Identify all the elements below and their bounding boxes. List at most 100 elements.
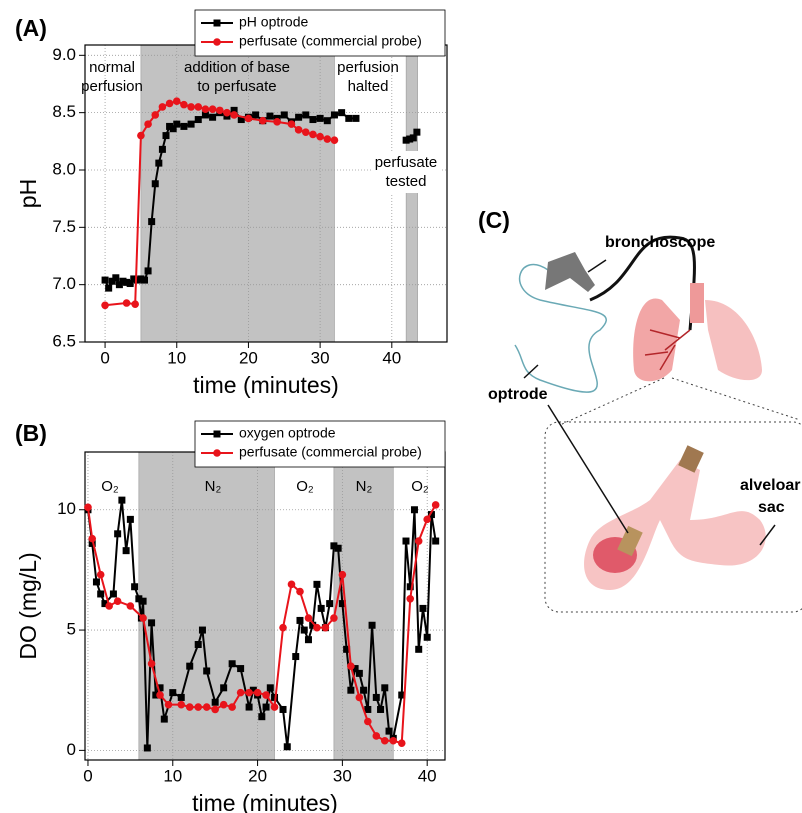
marker — [279, 623, 287, 632]
marker — [279, 705, 287, 713]
marker — [258, 116, 267, 125]
marker — [432, 537, 440, 545]
marker — [294, 126, 303, 134]
marker — [423, 633, 431, 641]
marker — [169, 689, 177, 697]
lung-right — [705, 300, 762, 381]
y-tick-label: 10 — [57, 499, 76, 518]
x-tick-label: 40 — [382, 348, 401, 367]
marker — [309, 130, 317, 139]
x-tick-label: 30 — [311, 348, 330, 367]
marker — [187, 103, 195, 111]
marker — [96, 570, 105, 579]
marker — [287, 120, 296, 128]
marker — [345, 114, 353, 122]
x-tick-label: 0 — [100, 348, 109, 367]
marker — [140, 276, 148, 284]
annotation: perfusion — [337, 59, 399, 76]
marker — [144, 267, 152, 275]
marker — [385, 727, 393, 735]
trachea — [690, 283, 704, 323]
marker — [156, 691, 164, 699]
marker — [139, 614, 147, 622]
marker — [295, 113, 303, 121]
panel-label: (C) — [478, 207, 510, 233]
marker — [187, 120, 195, 128]
marker — [317, 604, 325, 612]
inset-optrode — [678, 445, 704, 473]
legend-marker — [213, 38, 221, 46]
marker — [122, 299, 131, 307]
marker — [126, 280, 134, 288]
annotation: normal — [89, 59, 135, 76]
label-sac: sac — [758, 499, 785, 516]
marker — [397, 739, 406, 747]
marker — [368, 621, 376, 629]
marker — [202, 703, 211, 711]
marker — [113, 597, 122, 605]
marker — [194, 103, 203, 111]
marker — [185, 703, 194, 711]
marker — [262, 691, 270, 699]
marker — [137, 275, 145, 283]
lung-left — [633, 298, 680, 382]
marker — [323, 117, 331, 125]
y-axis-title: pH — [15, 179, 41, 208]
marker — [112, 274, 120, 282]
marker — [343, 645, 351, 653]
marker — [211, 705, 219, 714]
marker — [186, 662, 194, 670]
marker — [201, 105, 210, 114]
marker — [323, 135, 332, 143]
marker — [249, 686, 257, 694]
marker — [406, 594, 415, 603]
marker — [338, 109, 346, 117]
marker — [119, 277, 127, 285]
marker — [283, 743, 291, 751]
y-tick-label: 6.5 — [52, 331, 76, 350]
marker — [105, 284, 113, 292]
y-tick-label: 8.0 — [52, 159, 76, 178]
marker — [92, 578, 100, 586]
legend-box — [194, 420, 446, 468]
marker — [122, 547, 130, 555]
marker — [280, 111, 288, 119]
marker — [169, 125, 177, 133]
marker — [316, 114, 324, 122]
marker — [364, 705, 372, 713]
marker — [172, 97, 181, 105]
marker — [118, 496, 126, 504]
label-sac: alveloar — [740, 477, 800, 494]
marker — [409, 134, 417, 142]
marker — [237, 665, 245, 673]
inset-box — [544, 421, 802, 613]
marker — [402, 136, 410, 144]
marker — [180, 122, 188, 130]
y-axis-title: DO (mg/L) — [15, 552, 41, 659]
scope-cable — [589, 235, 696, 331]
marker — [151, 180, 159, 188]
marker — [123, 278, 131, 286]
marker — [162, 132, 170, 140]
marker — [152, 691, 160, 699]
marker — [101, 276, 109, 284]
marker — [155, 159, 163, 167]
x-tick-label: 30 — [333, 766, 352, 785]
marker — [304, 614, 313, 622]
annotation: tested — [386, 173, 427, 190]
marker — [330, 542, 338, 550]
annotation: O₂ — [411, 478, 429, 495]
bronchi — [644, 329, 691, 371]
marker — [130, 275, 138, 283]
marker — [236, 688, 245, 697]
marker — [431, 501, 440, 509]
marker — [423, 515, 431, 524]
marker — [165, 99, 174, 108]
marker — [135, 595, 143, 603]
marker — [84, 503, 92, 512]
x-tick-label: 10 — [167, 348, 186, 367]
marker — [139, 597, 147, 605]
marker — [364, 717, 372, 726]
marker — [301, 128, 310, 136]
